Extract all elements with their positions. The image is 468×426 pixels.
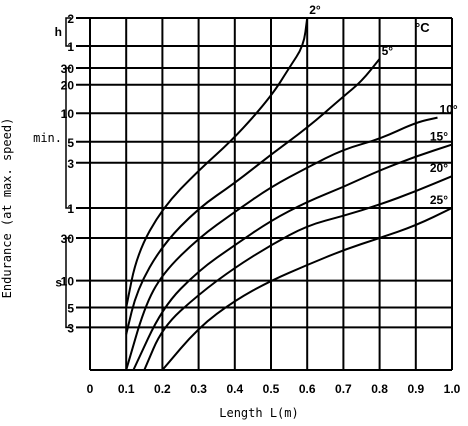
y-tick-label: 30 — [61, 232, 75, 246]
y-tick-label: 30 — [61, 62, 75, 76]
series-line — [125, 17, 309, 308]
series-line — [125, 116, 438, 371]
y-tick-label: 2 — [67, 12, 74, 26]
x-tick-label: 0.3 — [190, 382, 207, 396]
y-section-bracket — [65, 67, 71, 209]
y-section-unit-label: s — [55, 276, 62, 290]
series-label: 10° — [440, 103, 458, 117]
x-tick-label: 1.0 — [444, 382, 461, 396]
grid — [76, 17, 453, 371]
y-tick-label: 5 — [67, 136, 74, 150]
series-label: 15° — [430, 130, 448, 144]
chart-labels: 0 0.1 0.2 0.3 0.4 0.5 0.6 0.7 0.8 0.9 1.0 2 1 30 20 10 5… — [33, 3, 461, 396]
y-section-brackets — [65, 17, 71, 329]
y-tick-label: 20 — [61, 79, 75, 93]
y-axis-label: Endurance (at max. speed) — [0, 118, 14, 299]
y-section-unit-label: min. — [33, 131, 62, 145]
series-lines — [125, 17, 453, 371]
x-tick-label: 0.9 — [407, 382, 424, 396]
series-label: 20° — [430, 161, 448, 175]
x-tick-label: 0.5 — [263, 382, 280, 396]
x-tick-label: 0.7 — [335, 382, 352, 396]
y-tick-label: 1 — [67, 40, 74, 54]
series-label: 2° — [309, 3, 321, 17]
x-tick-label: 0.2 — [154, 382, 171, 396]
series-line — [125, 58, 381, 335]
y-tick-label: 3 — [67, 321, 74, 335]
y-tick-label: 1 — [67, 202, 74, 216]
y-tick-label: 3 — [67, 157, 74, 171]
y-tick-label: 10 — [61, 275, 75, 289]
x-axis-label: Length L(m) — [219, 406, 298, 420]
x-tick-label: 0.8 — [371, 382, 388, 396]
x-tick-label: 0.4 — [226, 382, 243, 396]
series-label: 5° — [382, 44, 394, 58]
series-line — [161, 207, 453, 371]
y-section-bracket — [65, 17, 71, 47]
x-tick-label: 0 — [87, 382, 94, 396]
y-tick-label: 5 — [67, 302, 74, 316]
x-tick-label: 0.1 — [118, 382, 135, 396]
series-line — [143, 175, 453, 371]
y-section-bracket — [65, 237, 71, 329]
x-tick-label: 0.6 — [299, 382, 316, 396]
y-tick-label: 10 — [61, 107, 75, 121]
y-section-unit-label: h — [55, 25, 62, 39]
series-line — [132, 143, 453, 371]
series-label: 25° — [430, 193, 448, 207]
legend-unit-label: °C — [415, 20, 430, 35]
